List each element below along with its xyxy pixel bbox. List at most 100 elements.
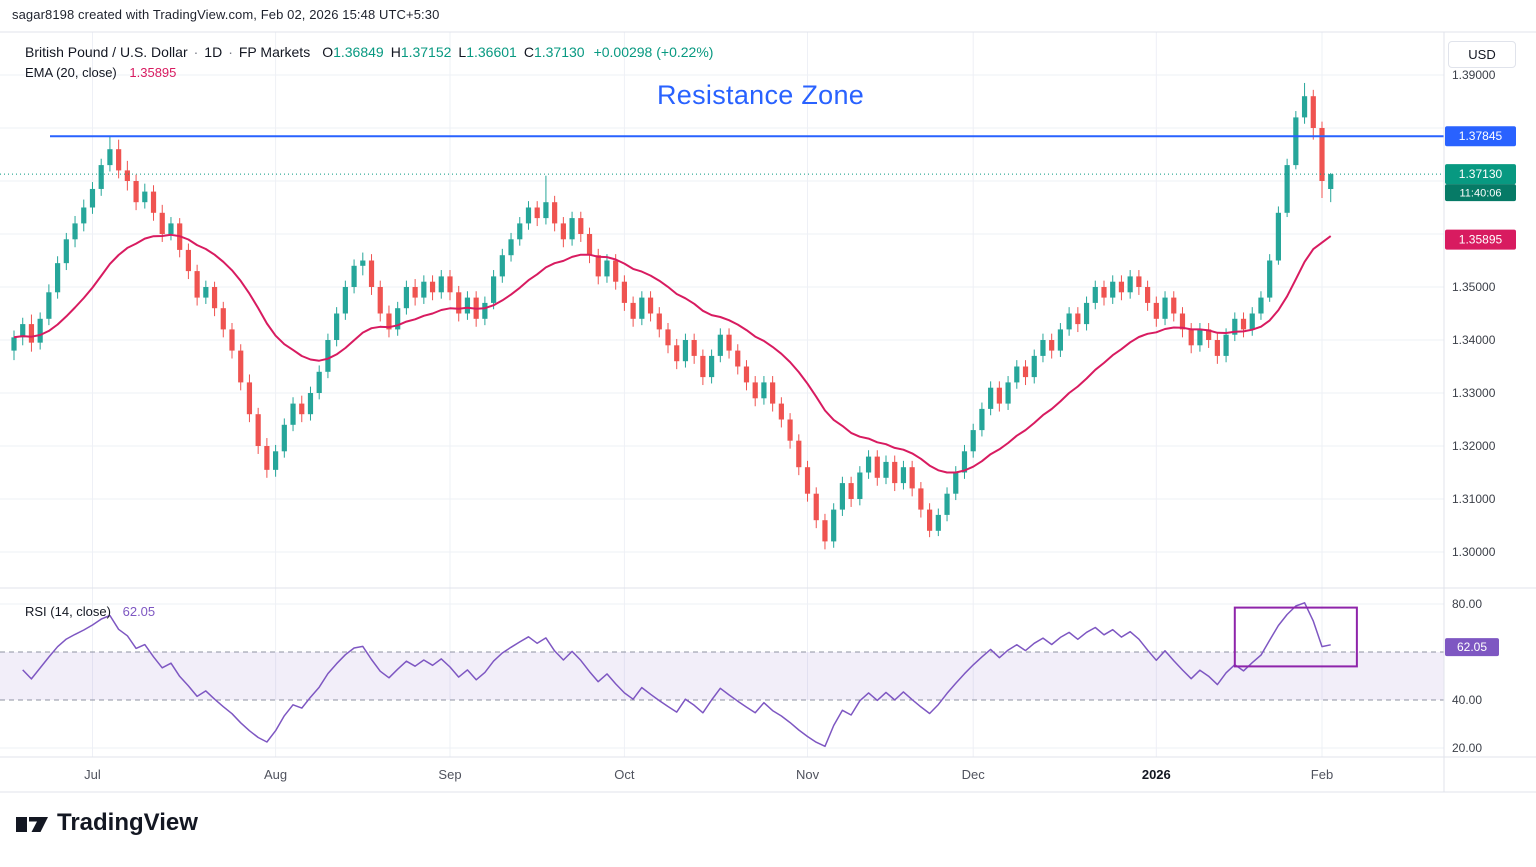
candle-body	[900, 467, 907, 484]
candle-body	[543, 202, 549, 219]
time-axis[interactable]: Jul Aug Sep Oct Nov Dec 2026 Feb	[84, 767, 1333, 782]
candle-body	[238, 350, 244, 383]
candle-body	[1328, 174, 1334, 190]
axis-price-label-text: 1.37130	[1459, 167, 1503, 181]
candle-body	[639, 297, 645, 319]
rsi-line[interactable]	[22, 602, 1331, 748]
candle-body	[438, 276, 444, 293]
candle-body	[700, 355, 706, 378]
candle-body	[194, 271, 200, 298]
candle-body	[1249, 313, 1255, 330]
candle-body	[604, 260, 610, 277]
candle-body	[456, 292, 462, 314]
separator-dot: ·	[193, 44, 199, 60]
candle-body	[761, 382, 767, 399]
candle-body	[491, 276, 497, 303]
high-key: H	[390, 44, 401, 60]
time-axis-label: Sep	[438, 767, 461, 782]
candle-body	[813, 493, 819, 521]
candle-body	[20, 324, 26, 338]
candle-body	[726, 334, 732, 351]
rsi-value-label	[1445, 638, 1499, 657]
candle-body	[307, 393, 314, 415]
time-axis-label: Oct	[614, 767, 635, 782]
candle-body	[717, 334, 723, 356]
candle-body	[848, 483, 854, 499]
candle-body	[1110, 281, 1116, 298]
ohlc-values: O 1.36849 H 1.37152 L 1.36601 C 1.37130 …	[322, 44, 713, 60]
currency-button[interactable]: USD	[1448, 41, 1516, 68]
candle-body	[674, 345, 680, 362]
candle-body	[334, 313, 340, 340]
interval-label[interactable]: 1D	[204, 44, 223, 60]
candle-body	[1310, 96, 1316, 128]
rsi-highlight-box[interactable]	[1233, 606, 1358, 668]
candle-body	[970, 430, 976, 452]
rsi-indicator-value: 62.05	[122, 604, 156, 619]
candle-body	[569, 218, 575, 240]
candle-body	[1223, 334, 1229, 356]
candle-body	[246, 382, 253, 415]
indicator-row-ema: EMA (20, close) 1.35895	[25, 65, 176, 80]
candle-body	[1319, 128, 1325, 181]
candle-body	[534, 207, 540, 219]
candle-body	[1197, 329, 1203, 346]
rsi-indicator-name[interactable]: RSI (14, close)	[25, 604, 111, 619]
axis-price-label-text: 11:40:06	[1459, 188, 1501, 200]
candle-body	[1232, 318, 1238, 335]
candle-body	[1101, 287, 1107, 298]
candle-body	[647, 297, 654, 314]
axis-price-label	[1445, 229, 1516, 250]
candle-body	[796, 440, 802, 468]
low-value: 1.36601	[466, 44, 517, 60]
ema-line[interactable]	[13, 233, 1332, 474]
candle-body	[883, 461, 889, 478]
price-axis-label: 1.30000	[1452, 545, 1496, 559]
candle-body	[386, 313, 392, 330]
ema-indicator-name[interactable]: EMA (20, close)	[25, 65, 117, 80]
candle-body	[787, 419, 793, 441]
candle-body	[229, 329, 235, 351]
candle-body	[98, 165, 104, 189]
candle-body	[1014, 366, 1020, 383]
candle-body	[1153, 302, 1159, 319]
candle-body	[770, 382, 776, 404]
low-key: L	[458, 44, 467, 60]
candle-body	[264, 446, 270, 470]
rsi-axis-label: 20.00	[1452, 741, 1482, 755]
candle-body	[360, 260, 366, 266]
symbol-title[interactable]: British Pound / U.S. Dollar	[25, 44, 188, 60]
candle-body	[517, 223, 523, 240]
tradingview-logo[interactable]: TradingView	[14, 808, 198, 838]
candle-body	[778, 403, 784, 420]
resistance-zone-text[interactable]: Resistance Zone	[657, 80, 865, 110]
candle-body	[464, 297, 471, 314]
candle-body	[595, 255, 601, 277]
separator-dot: ·	[228, 44, 233, 60]
candle-body	[874, 456, 880, 478]
open-key: O	[322, 44, 334, 60]
candle-body	[37, 318, 43, 343]
high-value: 1.37152	[400, 44, 452, 60]
candle-body	[447, 276, 453, 293]
price-axis[interactable]: 1.39000 1.35000 1.34000 1.33000 1.32000 1.310…	[1445, 68, 1516, 755]
candle-body	[1301, 96, 1308, 118]
candle-body	[325, 340, 331, 372]
candle-body	[11, 337, 17, 351]
chart-header: British Pound / U.S. Dollar · 1D · FP Ma…	[25, 44, 713, 60]
candle-body	[124, 170, 130, 181]
candle-body	[89, 188, 96, 208]
time-axis-label: Aug	[264, 767, 287, 782]
candle-body	[499, 255, 505, 277]
candlestick-series[interactable]	[11, 82, 1334, 550]
candle-body	[988, 387, 994, 409]
candle-body	[804, 467, 811, 494]
candle-body	[743, 366, 750, 383]
candle-body	[508, 239, 514, 256]
candle-body	[403, 287, 409, 309]
price-axis-label: 1.35000	[1452, 280, 1496, 294]
candle-body	[482, 302, 488, 319]
candle-body	[560, 223, 566, 240]
candle-body	[81, 207, 87, 224]
